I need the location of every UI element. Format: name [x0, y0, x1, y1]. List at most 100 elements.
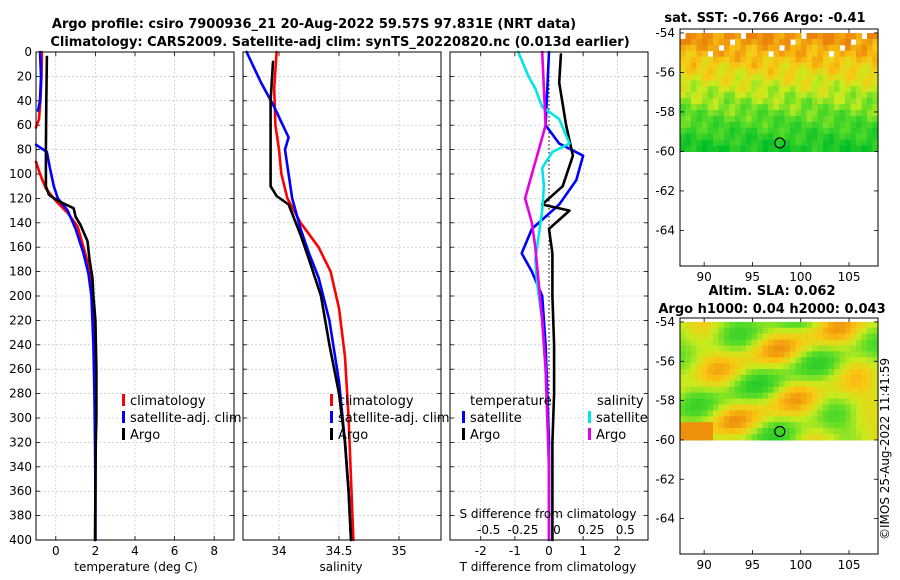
heatmap-cell [790, 380, 797, 388]
heatmap-cell [746, 363, 753, 370]
heatmap-cell [735, 351, 742, 358]
heatmap-cell [812, 327, 819, 335]
heatmap-cell [735, 104, 742, 111]
heatmap-cell [702, 110, 709, 117]
heatmap-cell [812, 110, 819, 117]
heatmap-cell [702, 50, 709, 58]
heatmap-cell [696, 380, 703, 388]
heatmap-cell [768, 44, 775, 52]
heatmap-cell [729, 110, 736, 117]
heatmap-cell [828, 422, 835, 429]
heatmap-cell [867, 62, 874, 70]
heatmap-cell [867, 92, 874, 99]
heatmap-cell [806, 121, 813, 129]
heatmap-cell [729, 369, 736, 376]
heatmap-cell [768, 86, 775, 93]
title-line1: Argo profile: csiro 7900936_21 20-Aug-20… [52, 17, 576, 32]
heatmap-cell [762, 416, 769, 423]
heatmap-cell [685, 345, 692, 352]
heatmap-cell [850, 386, 857, 394]
heatmap-cell [801, 121, 808, 129]
heatmap-cell [735, 369, 742, 376]
heatmap-cell [872, 392, 879, 400]
heatmap-cell [735, 50, 742, 58]
heatmap-cell [784, 339, 791, 347]
heatmap-cell [680, 74, 687, 81]
heatmap-cell [707, 392, 714, 400]
argo-position-marker [774, 425, 786, 438]
heatmap-cell [845, 44, 852, 52]
heatmap-cell [757, 327, 764, 335]
heatmap-cell [839, 386, 846, 394]
heatmap-cell [718, 38, 725, 46]
x-tick-label: 4 [131, 544, 139, 558]
heatmap-cell [823, 104, 830, 111]
heatmap-cell [762, 357, 769, 364]
heatmap-cell [861, 68, 868, 75]
top-tick-label: -0.25 [507, 523, 538, 537]
heatmap-cell [784, 133, 791, 141]
heatmap-cell [768, 321, 775, 329]
heatmap-cell [828, 416, 835, 423]
heatmap-cell [784, 92, 791, 99]
heatmap-cell [718, 357, 725, 364]
legend-climatology: climatology [338, 394, 414, 409]
heatmap-cell [817, 104, 824, 111]
heatmap-cell [685, 92, 692, 99]
heatmap-cell [696, 50, 703, 58]
heatmap-cell [713, 33, 720, 40]
heatmap-cell [735, 133, 742, 141]
heatmap-cell [812, 133, 819, 141]
heatmap-cell [680, 357, 687, 364]
heatmap-cell [751, 380, 758, 388]
heatmap-cell [702, 357, 709, 364]
heatmap-cell [828, 44, 835, 52]
heatmap-cell [735, 327, 742, 335]
heatmap-cell [872, 86, 879, 93]
heatmap-cell [757, 398, 764, 406]
heatmap-cell [812, 115, 819, 123]
heatmap-cell [696, 104, 703, 111]
heatmap-cell [762, 380, 769, 388]
heatmap-cell [806, 56, 813, 64]
heatmap-cell [702, 369, 709, 376]
heatmap-cell [812, 351, 819, 358]
heatmap-cell [702, 416, 709, 423]
heatmap-cell [828, 363, 835, 370]
heatmap-cell [806, 369, 813, 376]
heatmap-cell [768, 98, 775, 105]
heatmap-cell [729, 386, 736, 394]
heatmap-cell [718, 145, 725, 152]
heatmap-cell [828, 68, 835, 75]
heatmap-cell [718, 380, 725, 388]
heatmap-cell [856, 98, 863, 105]
heatmap-cell [696, 92, 703, 99]
heatmap-cell [773, 357, 780, 364]
heatmap-cell [812, 434, 819, 441]
heatmap-cell [740, 50, 747, 58]
heatmap-cell [768, 327, 775, 335]
heatmap-cell [691, 86, 698, 93]
heatmap-cell [762, 428, 769, 435]
heatmap-cell [779, 115, 786, 123]
plot-frame [242, 51, 442, 541]
heatmap-cell [696, 386, 703, 394]
heatmap-cell [845, 145, 852, 152]
heatmap-cell [751, 62, 758, 70]
heatmap-cell [834, 68, 841, 75]
heatmap-cell [746, 392, 753, 400]
heatmap-cell [817, 74, 824, 81]
heatmap-cell [834, 380, 841, 388]
heatmap-cell [784, 422, 791, 429]
heatmap-cell [795, 375, 802, 382]
heatmap-cell [707, 127, 714, 135]
heatmap-cell [795, 428, 802, 435]
heatmap-cell [713, 345, 720, 352]
heatmap-cell [740, 404, 747, 411]
heatmap-cell [702, 375, 709, 382]
heatmap-cell [828, 33, 835, 40]
heatmap-cell [729, 321, 736, 329]
heatmap-cell [757, 50, 764, 58]
heatmap-cell [724, 410, 731, 417]
legend-swatch-satellite [122, 411, 125, 423]
